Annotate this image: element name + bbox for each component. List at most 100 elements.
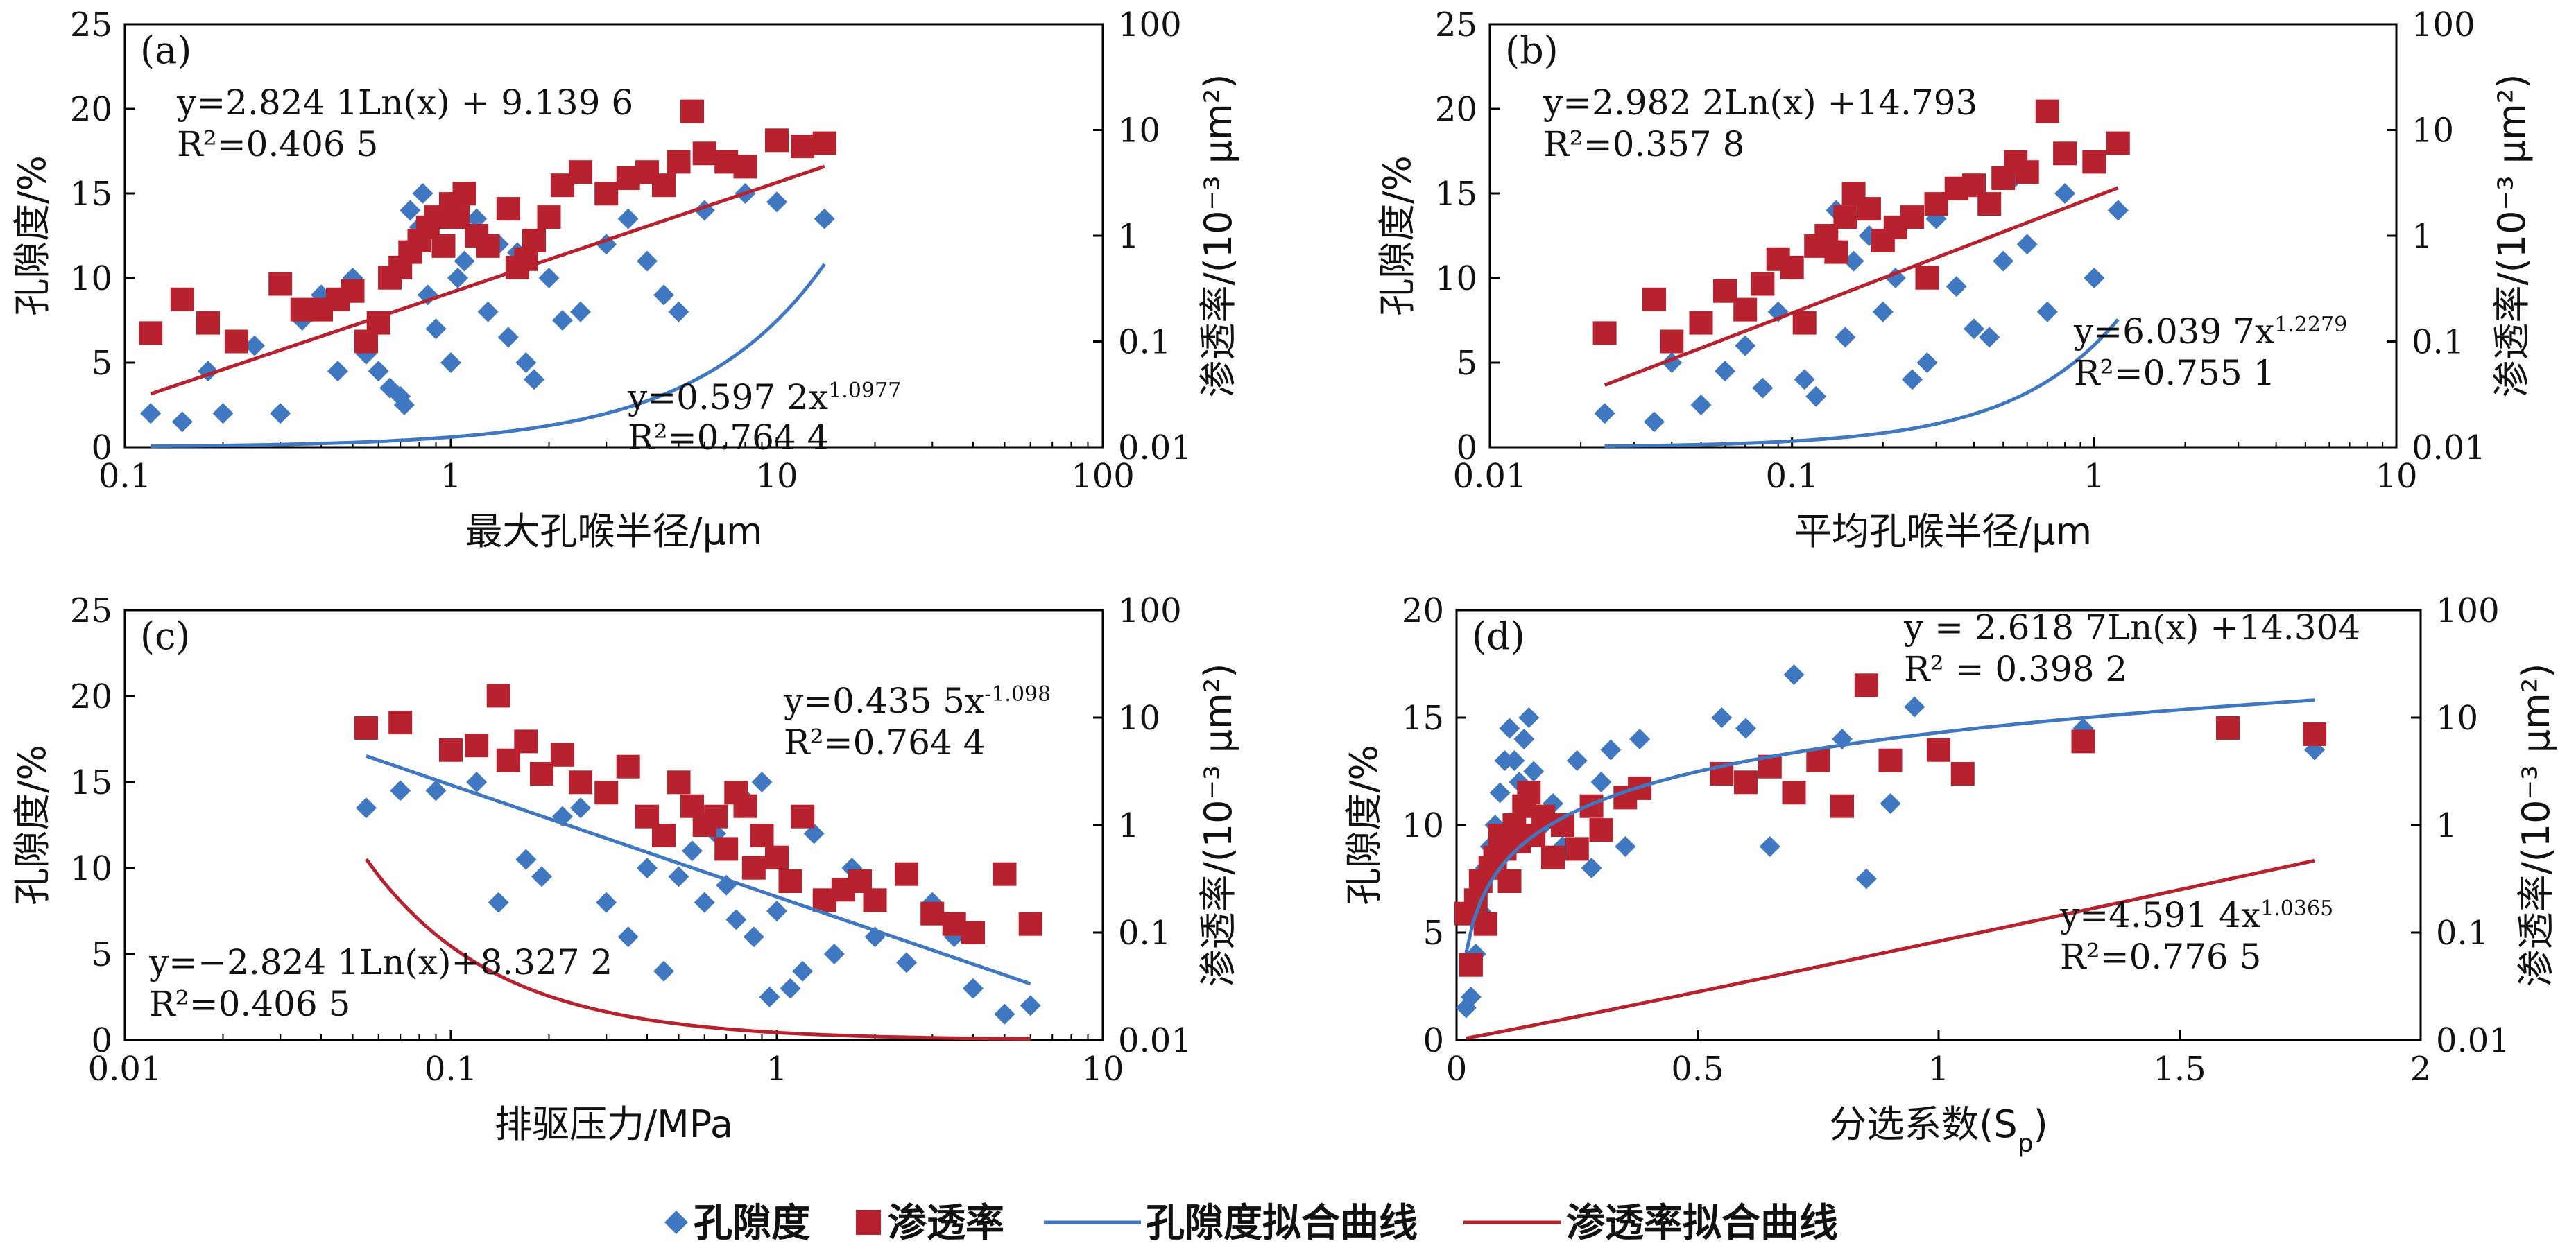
y-left-tick-label: 25 xyxy=(1435,6,1477,44)
porosity-point xyxy=(1499,718,1520,739)
permeability-point xyxy=(1915,266,1939,290)
porosity-point xyxy=(488,892,509,913)
y-right-tick-label: 10 xyxy=(2412,112,2454,150)
permeability-point xyxy=(431,234,456,258)
permeability-point xyxy=(895,862,918,886)
x-tick-label: 1 xyxy=(2084,457,2105,496)
porosity-point xyxy=(1855,868,1877,890)
x-tick-label: 0.1 xyxy=(424,1050,477,1089)
y-right-tick-label: 0.1 xyxy=(1118,914,1171,953)
porosity-point xyxy=(814,208,835,229)
fit-r-squared: R²=0.776 5 xyxy=(2060,937,2261,977)
permeability-point xyxy=(652,173,676,198)
permeability-point xyxy=(452,182,476,206)
y-left-tick-label: 15 xyxy=(1435,175,1477,214)
porosity-point xyxy=(896,952,917,973)
porosity-point xyxy=(1872,301,1894,322)
panel-c: 0.01 0.1 1 1005101520250.010.1110100排驱压力/MP… xyxy=(10,591,1240,1146)
porosity-point xyxy=(2084,268,2105,288)
permeability-point xyxy=(550,743,574,767)
y-left-tick-label: 0 xyxy=(1423,1021,1444,1060)
porosity-point xyxy=(751,772,773,792)
permeability-point xyxy=(2106,131,2130,155)
permeability-point xyxy=(1473,912,1497,936)
permeability-point xyxy=(993,862,1017,886)
permeability-point xyxy=(1734,770,1758,795)
porosity-fit-curve xyxy=(366,754,1031,986)
legend-permeability-fit-label: 渗透率拟合曲线 xyxy=(1566,1201,1838,1246)
porosity-point xyxy=(1880,793,1901,814)
porosity-point xyxy=(425,780,447,801)
porosity-point xyxy=(1615,836,1636,857)
porosity-point xyxy=(440,352,461,373)
y-right-axis-label: 渗透率/(10⁻³ μm²) xyxy=(1196,74,1240,398)
porosity-point xyxy=(766,901,787,921)
porosity-point xyxy=(803,823,825,844)
permeability-point xyxy=(692,141,716,166)
x-tick-label: 10 xyxy=(2375,457,2417,496)
porosity-point xyxy=(1979,327,2000,348)
porosity-point xyxy=(570,797,591,819)
permeability-point xyxy=(1927,738,1950,762)
porosity-point xyxy=(1715,361,1735,382)
y-right-tick-label: 0.1 xyxy=(2436,914,2489,953)
panel-a: 0.1 1 10 100 0 5 10 15 20 25 0.01 0.1 1 10 100 最大孔喉半径/μ… xyxy=(10,6,1240,553)
porosity-point xyxy=(390,780,411,801)
porosity-point xyxy=(653,960,674,982)
permeability-point xyxy=(1517,781,1541,805)
permeability-point xyxy=(1780,255,1804,279)
legend-porosity-fit-label: 孔隙度拟合曲线 xyxy=(1146,1201,1418,1246)
permeability-point xyxy=(1878,748,1903,772)
x-tick-label: 0.01 xyxy=(88,1050,162,1089)
permeability-point xyxy=(2035,99,2059,123)
y-right-tick-label: 10 xyxy=(2436,699,2478,738)
permeability-point xyxy=(139,321,163,345)
porosity-point xyxy=(356,797,377,819)
porosity-point xyxy=(1735,718,1756,739)
porosity-point xyxy=(1518,707,1540,728)
permeability-point xyxy=(514,729,538,754)
fit-equation: y=0.597 2x1.0977 xyxy=(627,377,901,417)
porosity-point xyxy=(725,909,747,930)
permeability-point xyxy=(863,888,887,912)
panel-label: (d) xyxy=(1472,614,1525,658)
porosity-point xyxy=(1460,987,1482,1007)
porosity-point xyxy=(1794,369,1815,390)
y-left-tick-label: 5 xyxy=(1423,914,1444,953)
porosity-point xyxy=(1835,327,1856,348)
fit-r-squared: R²=0.764 4 xyxy=(628,417,829,458)
y-left-axis-label: 孔隙度/% xyxy=(1375,155,1419,316)
y-left-tick-label: 15 xyxy=(70,763,112,802)
porosity-point xyxy=(531,866,552,887)
fit-equation: y=4.591 4x1.0365 xyxy=(2059,895,2333,935)
permeability-point xyxy=(765,128,789,153)
permeability-fit-curve xyxy=(364,858,1031,1041)
y-right-tick-label: 10 xyxy=(1118,112,1160,150)
permeability-point xyxy=(1541,845,1565,869)
porosity-point xyxy=(1489,782,1511,804)
permeability-point xyxy=(2216,716,2240,740)
y-left-axis-label: 孔隙度/% xyxy=(10,155,54,316)
porosity-point xyxy=(212,403,234,424)
x-tick-label: 0.5 xyxy=(1671,1050,1724,1089)
x-tick-label: 1 xyxy=(766,1050,788,1089)
y-right-axis-label: 渗透率/(10⁻³ μm²) xyxy=(2490,74,2534,398)
permeability-point xyxy=(1824,240,1848,264)
porosity-point xyxy=(270,403,291,424)
permeability-point xyxy=(667,770,691,795)
permeability-point xyxy=(1900,205,1924,229)
porosity-point xyxy=(1783,664,1805,685)
porosity-point xyxy=(1916,352,1938,373)
porosity-point xyxy=(425,318,447,340)
fit-equation: y=−2.824 1Ln(x)+8.327 2 xyxy=(148,942,612,982)
fit-equation: y = 2.618 7Ln(x) +14.304 xyxy=(1903,607,2360,648)
porosity-point xyxy=(963,978,984,999)
permeability-point xyxy=(1592,321,1617,345)
fit-r-squared: R²=0.406 5 xyxy=(149,984,350,1024)
porosity-point xyxy=(766,191,787,213)
porosity-point xyxy=(2036,301,2058,322)
permeability-point xyxy=(765,845,789,869)
panel-label: (b) xyxy=(1505,28,1559,72)
porosity-point xyxy=(1600,739,1622,761)
porosity-fit-curve xyxy=(151,263,826,449)
